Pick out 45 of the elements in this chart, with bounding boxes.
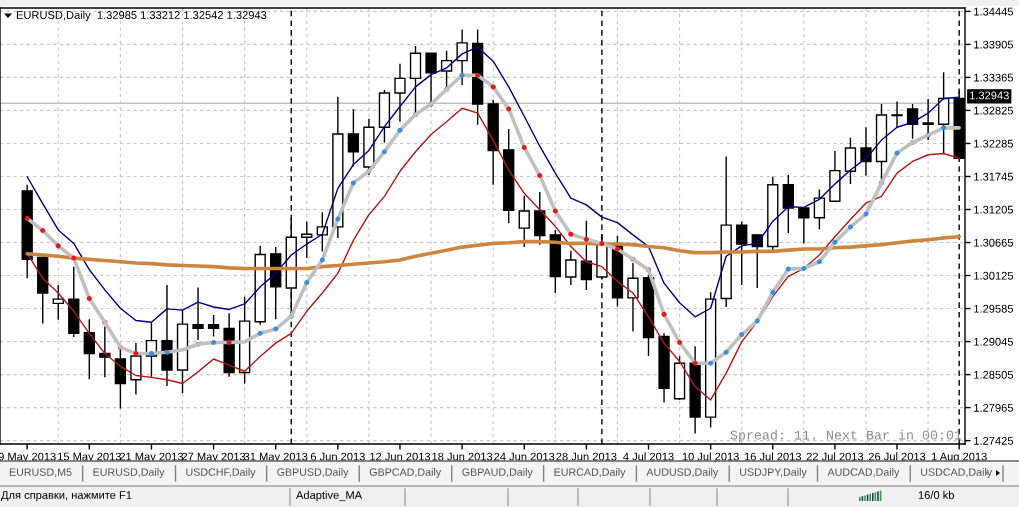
y-tick-label: 1.28505 — [974, 370, 1014, 379]
y-tick-label: 1.32285 — [974, 139, 1014, 148]
text: EURUSD,M5 — [9, 468, 72, 478]
y-tick-label: 1.27965 — [974, 403, 1014, 412]
text: GBPCAD,Daily — [369, 468, 442, 478]
x-tick-label: 21 May 2013 — [119, 452, 184, 463]
x-tick-label: 6 Jun 2013 — [310, 452, 365, 461]
text: GBPUSD,Daily — [277, 468, 349, 478]
y-tick-label: 1.31745 — [974, 172, 1014, 181]
y-tick-label: 1.32825 — [974, 106, 1014, 115]
y-tick-label: 1.34445 — [974, 7, 1014, 16]
x-tick-label: 18 Jun 2013 — [432, 452, 493, 461]
chart-title: EURUSD,Daily 1.32985 1.33212 1.32542 1.32943 — [16, 10, 267, 22]
text: USDCAD,Daily — [921, 468, 993, 478]
x-tick-label: 28 Jun 2013 — [556, 452, 617, 461]
text: USDJPY,Daily — [740, 468, 807, 478]
y-tick-label: 1.29585 — [974, 304, 1014, 313]
text: EURCAD,Daily — [554, 468, 626, 478]
y-tick-label: 1.33905 — [974, 40, 1014, 49]
y-tick-label: 1.30665 — [974, 238, 1014, 247]
y-tick-label: 1.31205 — [974, 205, 1014, 214]
y-tick-label: 1.30125 — [974, 271, 1014, 280]
text: 16/0 kb — [918, 490, 954, 499]
ref-line-label: 1.32943 — [970, 91, 1009, 100]
text: AUDUSD,Daily — [646, 468, 719, 478]
annotation: Spread: 11. Next Bar in 00:01 — [730, 429, 962, 443]
text: Для справки, нажмите F1 — [1, 491, 132, 502]
text: USDCHF,Daily — [186, 468, 256, 478]
y-tick-label: 1.29045 — [974, 337, 1014, 346]
text: EURUSD,Daily — [93, 468, 165, 478]
y-tick-label: 1.33365 — [974, 73, 1014, 82]
x-tick-label: 4 Jul 2013 — [623, 452, 674, 461]
text: GBPAUD,Daily — [462, 468, 533, 478]
x-tick-label: 10 Jul 2013 — [682, 452, 739, 461]
x-tick-label: 15 May 2013 — [58, 452, 121, 463]
x-tick-label: 26 Jul 2013 — [868, 452, 926, 461]
x-tick-label: 27 May 2013 — [182, 452, 246, 463]
y-tick-label: 1.27425 — [974, 436, 1014, 445]
x-tick-label: 16 Jul 2013 — [744, 452, 802, 461]
x-tick-label: 24 Jun 2013 — [494, 452, 555, 461]
text: Adaptive_MA — [296, 490, 363, 502]
x-tick-label: 31 May 2013 — [244, 452, 308, 463]
x-tick-label: 12 Jun 2013 — [370, 452, 431, 461]
text: AUDCAD,Daily — [827, 468, 900, 478]
x-tick-label: 22 Jul 2013 — [806, 452, 864, 461]
